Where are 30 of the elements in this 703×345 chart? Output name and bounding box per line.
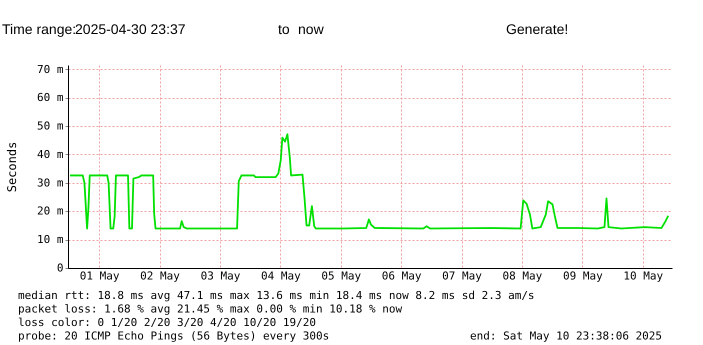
text: Time range: bbox=[2, 21, 76, 37]
x-tick-label: 07 May bbox=[442, 270, 482, 282]
x-tick-label: 08 May bbox=[502, 270, 543, 282]
text: to bbox=[278, 21, 290, 37]
y-tick-label: 10 m bbox=[37, 233, 64, 246]
x-tick-label: 05 May bbox=[321, 270, 362, 282]
text: packet loss: 1.68 % avg 21.45 % max 0.00 % min 10.18 % now bbox=[18, 302, 402, 316]
y-tick-label: 0 bbox=[56, 262, 64, 274]
y-tick-label: 50 m bbox=[37, 120, 64, 133]
text: end: Sat May 10 23:38:06 2025 bbox=[470, 330, 662, 342]
x-tick-label: 04 May bbox=[260, 270, 302, 282]
text: median rtt: 18.8 ms avg 47.1 ms max 13.6 ms min 18.4 ms now 8.2 ms sd 2.3 am/s bbox=[18, 289, 535, 302]
y-tick-label: 60 m bbox=[37, 91, 64, 104]
text: now bbox=[298, 21, 325, 37]
text: 2025-04-30 23:37 bbox=[75, 21, 186, 37]
x-tick-label: 03 May bbox=[200, 270, 241, 282]
text: Generate! bbox=[506, 21, 568, 37]
y-tick-label: 40 m bbox=[37, 148, 64, 161]
x-tick-label: 09 May bbox=[562, 270, 604, 282]
x-tick-label: 06 May bbox=[382, 270, 422, 282]
y-tick-label: 70 m bbox=[37, 62, 64, 76]
line-series bbox=[69, 133, 670, 230]
y-tick-label: 20 m bbox=[37, 204, 64, 218]
y-tick-label: 30 m bbox=[37, 176, 64, 190]
x-tick-label: 01 May bbox=[80, 270, 120, 282]
text: loss color: 0 1/20 2/20 3/20 4/20 10/20 19/20 bbox=[18, 316, 316, 329]
x-tick-label: 02 May bbox=[140, 270, 180, 282]
y-axis-title: Seconds bbox=[5, 142, 20, 192]
x-tick-label: 10 May bbox=[623, 270, 664, 282]
text: probe: 20 ICMP Echo Pings (56 Bytes) every 300s bbox=[18, 330, 330, 342]
